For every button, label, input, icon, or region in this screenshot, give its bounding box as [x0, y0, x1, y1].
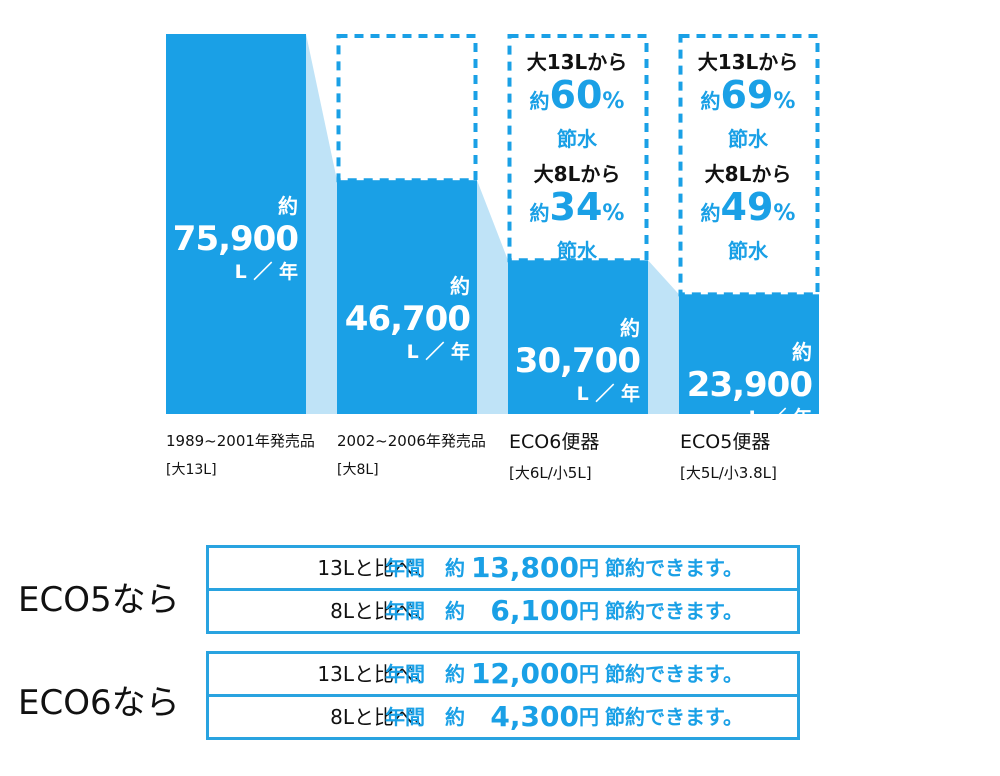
- category-name: ECO5便器: [680, 431, 771, 453]
- saving-label: 節水: [728, 239, 768, 263]
- amount-text: 12,000: [470, 657, 579, 690]
- saving-unit: %: [602, 201, 625, 226]
- saving-prefix: 約: [700, 89, 721, 113]
- category-spec: [大13L]: [166, 462, 217, 478]
- period-text: 年間: [385, 662, 425, 686]
- period-text: 年間: [385, 599, 425, 623]
- bar-value-label: 約75,900 L ／ 年: [166, 190, 299, 284]
- category-spec: [大8L]: [337, 462, 379, 478]
- saving-from: 大13Lから: [697, 50, 799, 74]
- saving-label: 節水: [557, 127, 597, 151]
- currency-text: 円: [579, 705, 599, 729]
- prefix-text: 約: [445, 556, 465, 580]
- bar-connector: [648, 260, 679, 414]
- bar-value-label: 約46,700 L ／ 年: [336, 270, 471, 364]
- saving-from: 大8Lから: [704, 162, 792, 186]
- bar-connector: [306, 34, 337, 414]
- suffix-text: 節約できます。: [605, 705, 743, 729]
- category-label: ECO5便器 [大5L/小3.8L]: [680, 427, 777, 483]
- bar: [166, 34, 306, 414]
- eco6-cost-table: 13Lと比べ、 年間 約 12,000 円 節約できます。 8Lと比べ、 年間 …: [206, 651, 800, 740]
- saving-unit: %: [773, 89, 796, 114]
- bar-value-label: 約30,700 L ／ 年: [506, 312, 641, 406]
- bar-value-label: 約23,900 L ／ 年: [676, 336, 813, 430]
- bar: [508, 260, 648, 414]
- previous-level-outline: [507, 34, 649, 263]
- saving-label: 節水: [557, 239, 597, 263]
- value-number: 75,900: [172, 219, 299, 259]
- suffix-text: 節約できます。: [605, 599, 743, 623]
- saving-percent: 60: [549, 73, 603, 117]
- previous-level-outline: [678, 34, 820, 297]
- category-label: 1989~2001年発売品 [大13L]: [166, 430, 315, 479]
- currency-text: 円: [579, 599, 599, 623]
- category-name: ECO6便器: [509, 431, 600, 453]
- category-spec: [大5L/小3.8L]: [680, 464, 777, 482]
- eco6-label: ECO6なら: [18, 683, 180, 723]
- category-label: 2002~2006年発売品 [大8L]: [337, 430, 486, 479]
- value-unit: L ／ 年: [748, 407, 812, 429]
- bar-connector: [477, 180, 508, 414]
- saving-unit: %: [773, 201, 796, 226]
- bar: [337, 180, 477, 414]
- value-number: 46,700: [344, 299, 471, 339]
- saving-annotation: 大13Lから 約69% 節水: [681, 46, 815, 152]
- category-label: ECO6便器 [大6L/小5L]: [509, 427, 599, 483]
- prefix-text: 約: [445, 705, 465, 729]
- suffix-text: 節約できます。: [605, 662, 743, 686]
- category-name: 1989~2001年発売品: [166, 432, 315, 450]
- cost-row: 13Lと比べ、 年間 約 12,000 円 節約できます。: [209, 654, 797, 694]
- value-prefix: 約: [278, 194, 298, 218]
- period-text: 年間: [385, 556, 425, 580]
- value-unit: L ／ 年: [234, 261, 298, 283]
- period-text: 年間: [385, 705, 425, 729]
- category-spec: [大6L/小5L]: [509, 464, 592, 482]
- saving-annotation: 大8Lから 約49% 節水: [681, 158, 815, 264]
- saving-percent: 69: [720, 73, 774, 117]
- saving-prefix: 約: [700, 201, 721, 225]
- suffix-text: 節約できます。: [605, 556, 743, 580]
- saving-percent: 49: [720, 185, 774, 229]
- previous-level-outline: [336, 34, 478, 183]
- bar: [679, 294, 819, 414]
- amount-text: 6,100: [490, 594, 579, 627]
- cost-row: 13Lと比べ、 年間 約 13,800 円 節約できます。: [209, 548, 797, 588]
- saving-annotation: 大13Lから 約60% 節水: [510, 46, 644, 152]
- value-unit: L ／ 年: [576, 383, 640, 405]
- eco5-cost-table: 13Lと比べ、 年間 約 13,800 円 節約できます。 8Lと比べ、 年間 …: [206, 545, 800, 634]
- currency-text: 円: [579, 662, 599, 686]
- prefix-text: 約: [445, 662, 465, 686]
- saving-unit: %: [602, 89, 625, 114]
- cost-row: 8Lと比べ、 年間 約 6,100 円 節約できます。: [209, 588, 797, 631]
- cost-row: 8Lと比べ、 年間 約 4,300 円 節約できます。: [209, 694, 797, 737]
- eco5-label: ECO5なら: [18, 580, 180, 620]
- saving-label: 節水: [728, 127, 768, 151]
- currency-text: 円: [579, 556, 599, 580]
- compare-text: 13Lと比べ、: [317, 556, 434, 580]
- compare-text: 13Lと比べ、: [317, 662, 434, 686]
- prefix-text: 約: [445, 599, 465, 623]
- value-unit: L ／ 年: [406, 341, 470, 363]
- saving-from: 大8Lから: [533, 162, 621, 186]
- value-prefix: 約: [450, 274, 470, 298]
- amount-text: 13,800: [470, 551, 579, 584]
- amount-text: 4,300: [490, 700, 579, 733]
- value-number: 23,900: [686, 365, 813, 405]
- value-number: 30,700: [514, 341, 641, 381]
- category-name: 2002~2006年発売品: [337, 432, 486, 450]
- saving-percent: 34: [549, 185, 603, 229]
- compare-text: 8Lと比べ、: [330, 705, 434, 729]
- saving-prefix: 約: [529, 201, 550, 225]
- compare-text: 8Lと比べ、: [330, 599, 434, 623]
- value-prefix: 約: [620, 316, 640, 340]
- value-prefix: 約: [792, 340, 812, 364]
- water-usage-bar-chart: [166, 34, 820, 414]
- saving-annotation: 大8Lから 約34% 節水: [510, 158, 644, 264]
- saving-prefix: 約: [529, 89, 550, 113]
- saving-from: 大13Lから: [526, 50, 628, 74]
